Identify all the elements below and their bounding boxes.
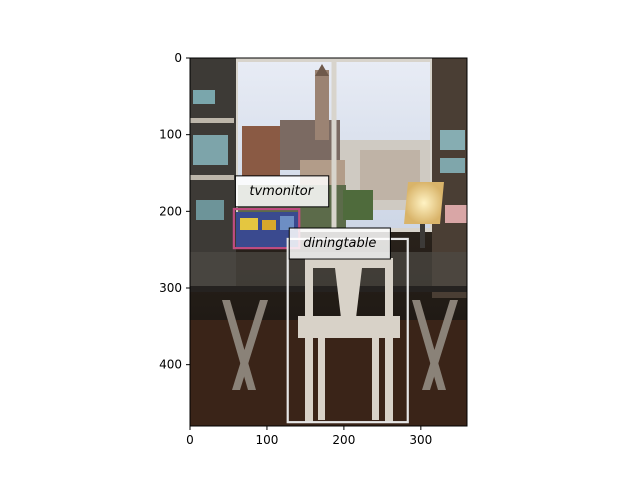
detection-label-bg-diningtable [288,227,391,260]
detection-label-diningtable: diningtable [303,236,376,251]
x-tick-label: 200 [332,433,355,447]
photo [190,58,467,426]
x-tick-label: 300 [409,433,432,447]
x-axis: 0 100 200 300 [186,426,432,447]
y-tick-label: 0 [174,51,182,65]
x-tick-label: 0 [186,433,194,447]
y-tick-label: 100 [159,128,182,142]
x-tick-label: 100 [255,433,278,447]
detection-label-tvmonitor: tvmonitor [249,184,314,199]
detections: tvmonitor diningtable [232,175,409,424]
y-tick-label: 400 [159,358,182,372]
chair [298,258,400,422]
y-axis: 0 100 200 300 400 [159,51,190,372]
detection-label-bg-tvmonitor [234,175,330,208]
y-tick-label: 200 [159,204,182,218]
y-tick-label: 300 [159,281,182,295]
axes-frame [189,57,468,427]
